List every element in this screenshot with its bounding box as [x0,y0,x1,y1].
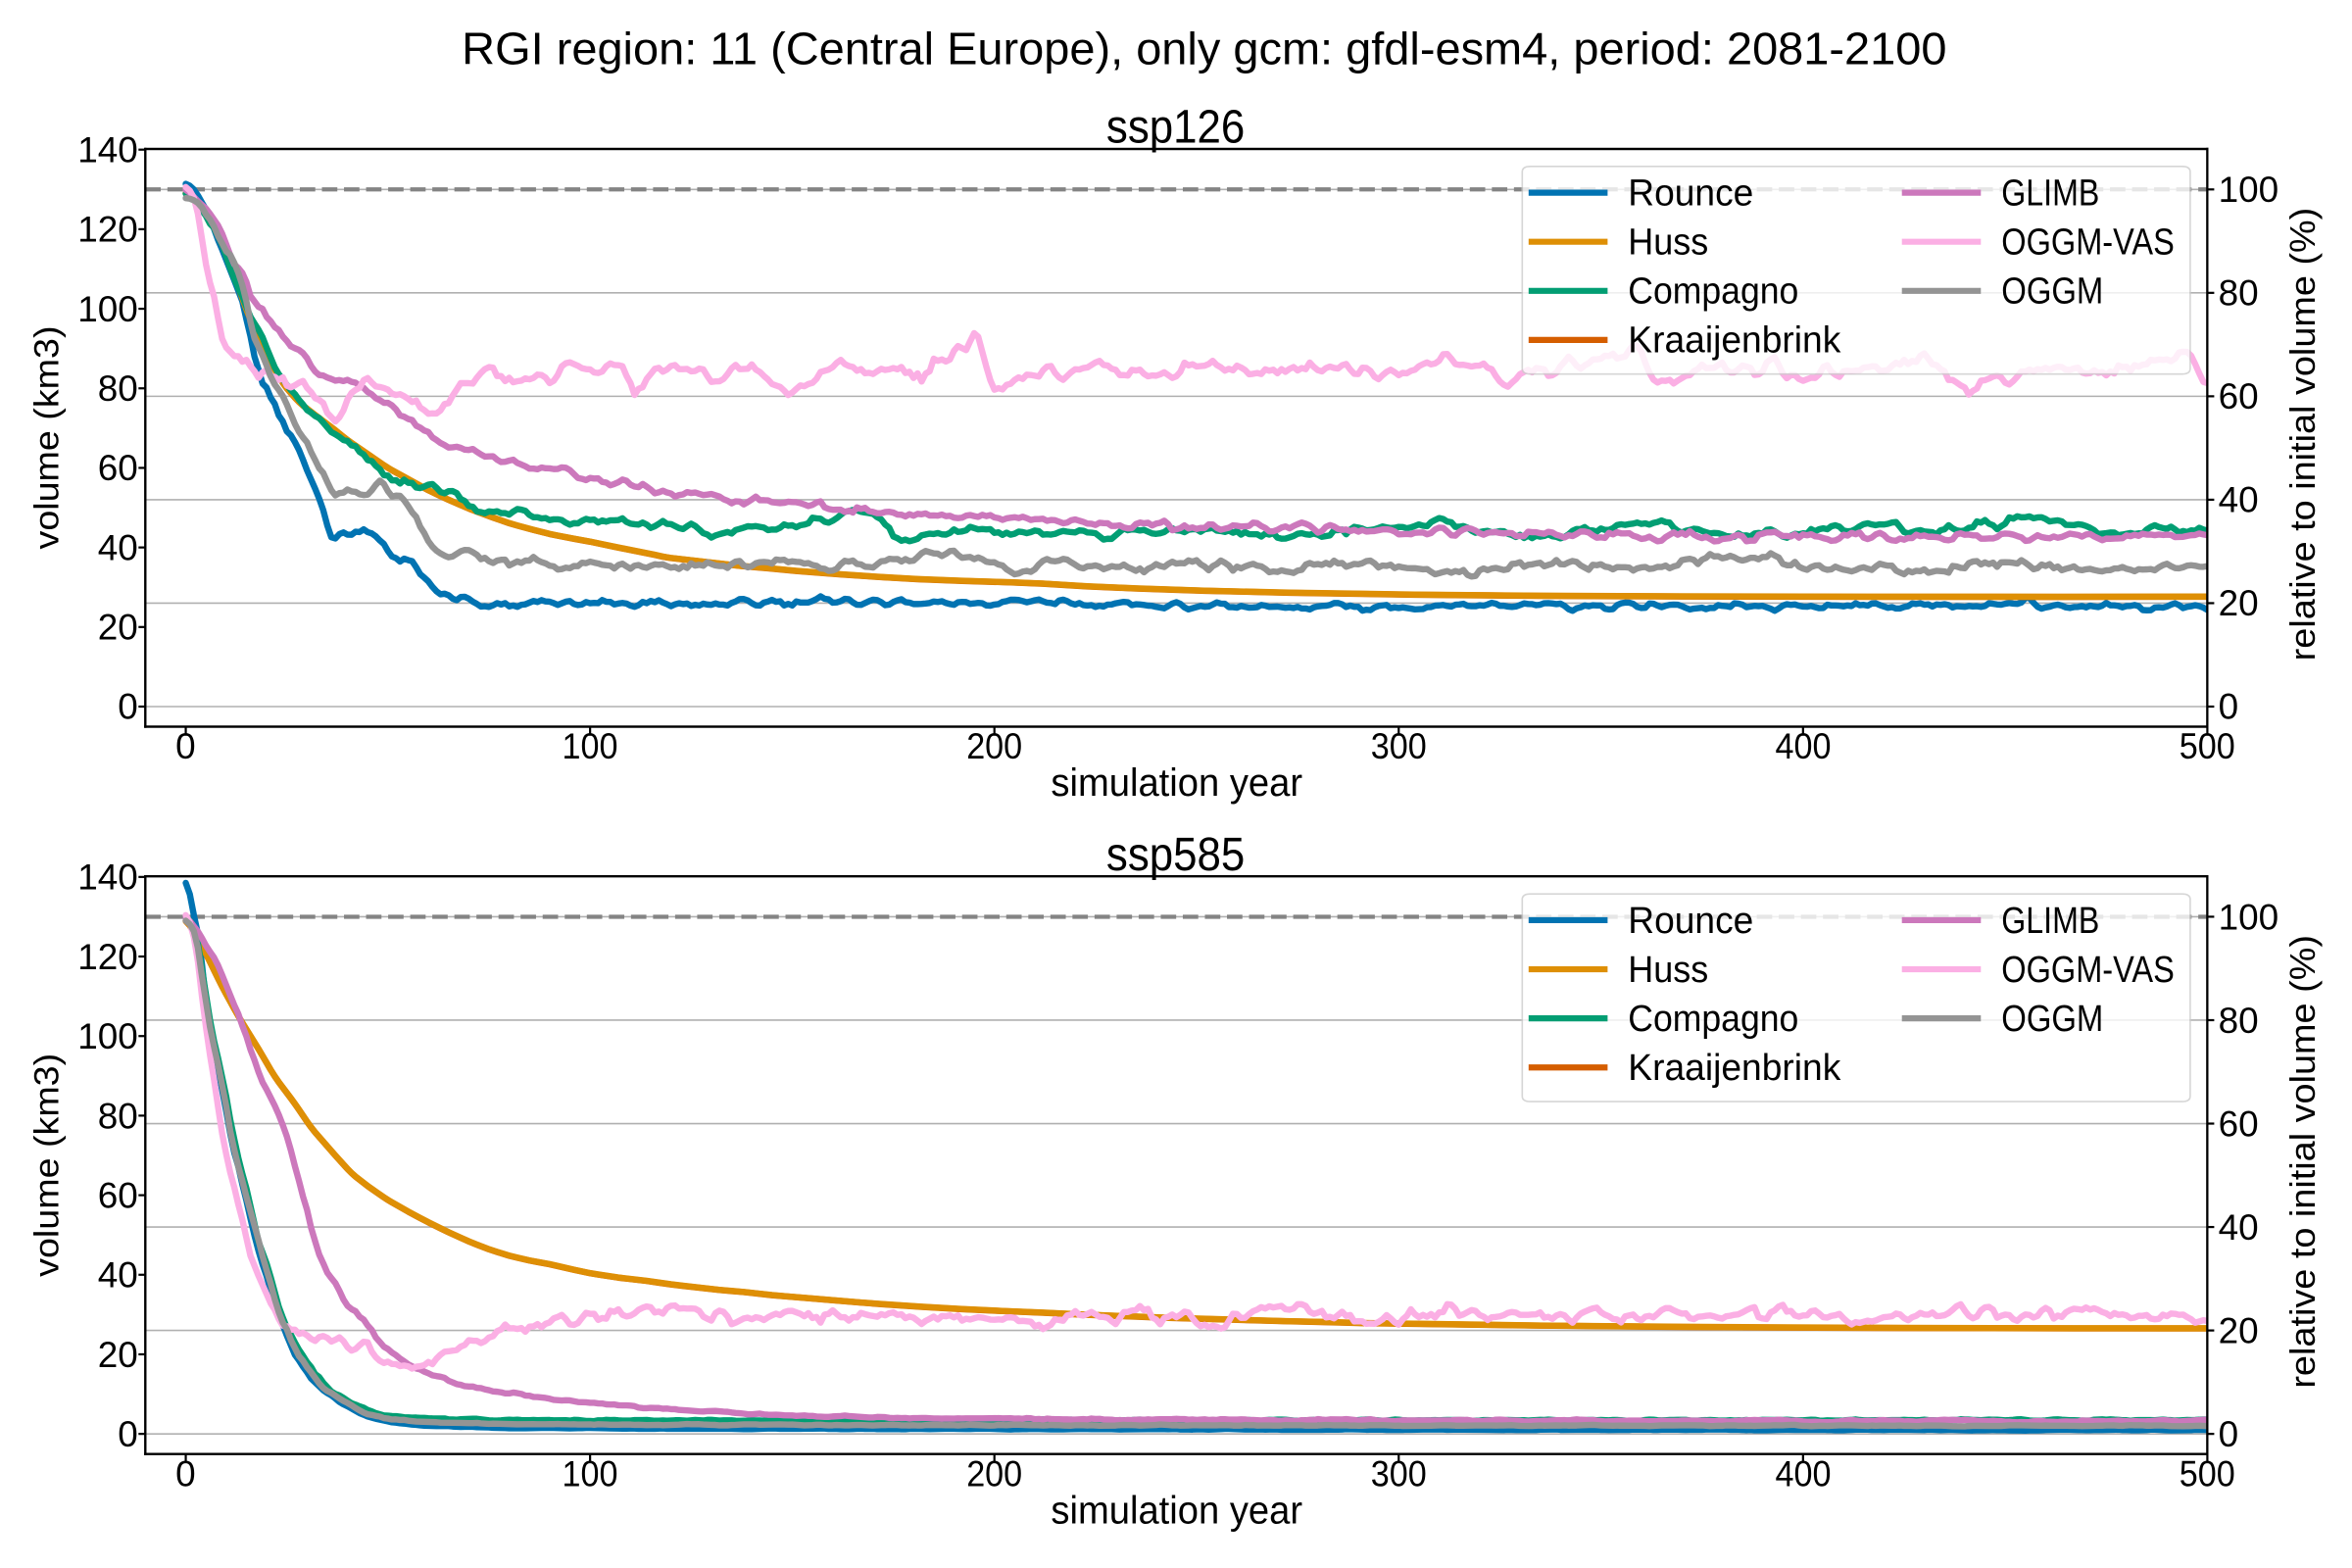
svg-text:0: 0 [2219,1414,2239,1454]
svg-text:100: 100 [2219,897,2279,937]
svg-text:40: 40 [2219,1207,2259,1248]
svg-text:100: 100 [563,1453,618,1494]
svg-text:20: 20 [98,608,138,648]
svg-text:120: 120 [77,210,138,250]
svg-text:400: 400 [1776,1453,1832,1494]
svg-text:0: 0 [2219,687,2239,727]
svg-text:140: 140 [77,129,138,170]
svg-text:0: 0 [175,1453,196,1494]
svg-text:OGGM-VAS: OGGM-VAS [2001,222,2175,264]
svg-text:20: 20 [98,1335,138,1375]
svg-text:relative to initial volume (%): relative to initial volume (%) [2282,935,2323,1389]
svg-text:simulation year: simulation year [1051,761,1302,805]
svg-text:40: 40 [2219,480,2259,520]
svg-text:Kraaijenbrink: Kraaijenbrink [1628,1048,1840,1089]
svg-text:OGGM: OGGM [2001,999,2103,1040]
svg-text:0: 0 [118,687,138,727]
svg-text:GLIMB: GLIMB [2001,901,2099,942]
svg-text:Kraaijenbrink: Kraaijenbrink [1628,320,1840,362]
svg-text:400: 400 [1776,726,1832,766]
svg-text:300: 300 [1371,726,1427,766]
svg-text:Huss: Huss [1628,950,1708,991]
svg-text:100: 100 [2219,170,2279,210]
svg-text:20: 20 [2219,583,2259,623]
svg-text:200: 200 [966,1453,1022,1494]
svg-text:80: 80 [98,1096,138,1136]
svg-text:40: 40 [98,527,138,567]
svg-text:Rounce: Rounce [1628,172,1753,214]
svg-text:100: 100 [563,726,618,766]
svg-text:120: 120 [77,937,138,977]
svg-text:0: 0 [175,726,196,766]
svg-text:40: 40 [98,1255,138,1296]
svg-text:80: 80 [98,368,138,409]
svg-text:500: 500 [2180,1453,2235,1494]
svg-text:60: 60 [2219,376,2259,416]
svg-text:volume (km3): volume (km3) [27,326,67,550]
svg-text:140: 140 [77,858,138,898]
svg-text:Rounce: Rounce [1628,901,1753,942]
svg-text:ssp585: ssp585 [1106,829,1245,881]
svg-text:OGGM: OGGM [2001,271,2103,313]
svg-text:relative to initial volume (%): relative to initial volume (%) [2282,208,2323,662]
svg-text:60: 60 [2219,1103,2259,1144]
svg-text:ssp126: ssp126 [1106,102,1245,154]
svg-text:simulation year: simulation year [1051,1490,1302,1533]
svg-text:RGI region: 11 (Central Europe: RGI region: 11 (Central Europe), only gc… [462,24,1946,74]
svg-text:Compagno: Compagno [1628,271,1798,313]
svg-text:60: 60 [98,1175,138,1215]
svg-text:100: 100 [77,1016,138,1056]
svg-text:500: 500 [2180,726,2235,766]
svg-text:300: 300 [1371,1453,1427,1494]
svg-text:20: 20 [2219,1310,2259,1350]
svg-text:200: 200 [966,726,1022,766]
svg-text:Compagno: Compagno [1628,999,1798,1040]
svg-text:GLIMB: GLIMB [2001,172,2099,214]
svg-text:60: 60 [98,448,138,488]
svg-text:Huss: Huss [1628,222,1708,264]
svg-text:OGGM-VAS: OGGM-VAS [2001,950,2175,991]
svg-text:80: 80 [2219,1001,2259,1041]
svg-text:80: 80 [2219,273,2259,314]
svg-text:100: 100 [77,289,138,329]
svg-text:0: 0 [118,1414,138,1454]
svg-text:volume (km3): volume (km3) [27,1054,67,1277]
